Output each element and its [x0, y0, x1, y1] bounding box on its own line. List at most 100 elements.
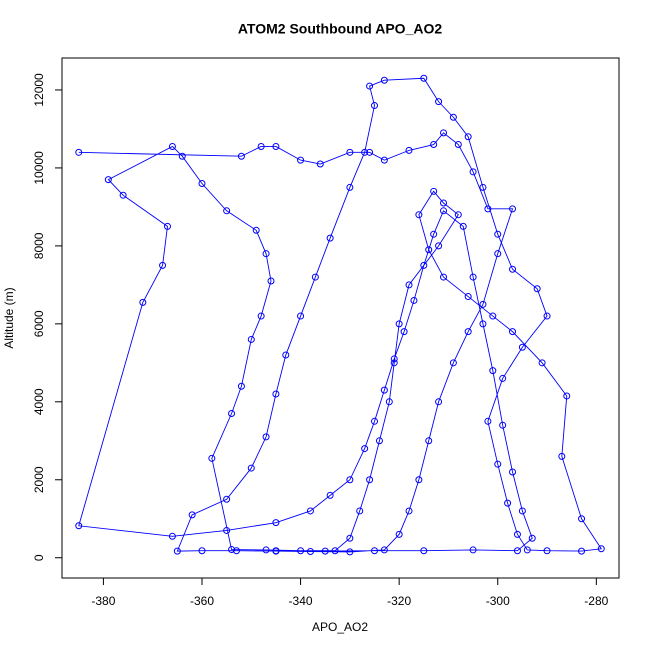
data-point — [262, 250, 270, 258]
data-point — [380, 546, 388, 554]
data-point — [499, 374, 507, 382]
data-point — [523, 546, 531, 554]
data-point — [405, 146, 413, 154]
data-point — [228, 410, 236, 418]
data-point — [385, 398, 393, 406]
data-point — [257, 142, 265, 150]
data-point — [297, 156, 305, 164]
data-point — [533, 285, 541, 293]
data-point — [178, 152, 186, 160]
data-point — [380, 76, 388, 84]
data-point — [464, 293, 472, 301]
data-point — [464, 133, 472, 141]
data-point — [499, 421, 507, 429]
y-tick-label: 8000 — [32, 232, 46, 259]
data-point — [563, 392, 571, 400]
data-point — [366, 476, 374, 484]
chart-title: ATOM2 Southbound APO_AO2 — [238, 21, 443, 37]
data-point — [400, 328, 408, 336]
data-point — [430, 230, 438, 238]
data-point — [262, 433, 270, 441]
data-point — [331, 547, 339, 555]
data-point — [163, 222, 171, 230]
data-point — [237, 382, 245, 390]
data-point — [509, 205, 517, 213]
data-point — [395, 530, 403, 538]
data-point — [223, 526, 231, 534]
data-point — [346, 183, 354, 191]
data-point — [425, 437, 433, 445]
data-point — [306, 507, 314, 515]
data-point — [272, 519, 280, 527]
data-point — [380, 386, 388, 394]
data-point — [479, 320, 487, 328]
data-point — [440, 207, 448, 215]
data-point — [504, 499, 512, 507]
x-tick-label: -360 — [190, 594, 214, 608]
data-point — [104, 176, 112, 184]
data-point — [326, 234, 334, 242]
data-point — [228, 546, 236, 554]
y-tick-label: 6000 — [32, 310, 46, 337]
data-point — [395, 320, 403, 328]
data-point — [272, 142, 280, 150]
y-tick-label: 0 — [32, 554, 46, 561]
data-point — [223, 495, 231, 503]
data-point — [449, 113, 457, 121]
data-point — [479, 183, 487, 191]
data-point — [494, 230, 502, 238]
data-point — [410, 296, 418, 304]
data-point — [247, 464, 255, 472]
data-point — [361, 445, 369, 453]
data-point — [435, 98, 443, 106]
data-point — [449, 359, 457, 367]
data-point — [469, 168, 477, 176]
data-point — [558, 452, 566, 460]
data-point — [509, 328, 517, 336]
data-point — [440, 199, 448, 207]
data-point — [430, 187, 438, 195]
data-point — [75, 522, 83, 530]
data-point — [415, 211, 423, 219]
data-point — [297, 547, 305, 555]
data-point — [538, 359, 546, 367]
data-point — [454, 141, 462, 149]
data-point — [188, 511, 196, 519]
data-point — [440, 273, 448, 281]
data-point — [484, 205, 492, 213]
data-point — [247, 335, 255, 343]
data-point — [237, 152, 245, 160]
data-point — [415, 476, 423, 484]
data-point — [173, 547, 181, 555]
data-point — [597, 545, 605, 553]
data-point — [356, 507, 364, 515]
data-point — [366, 82, 374, 90]
data-point — [405, 281, 413, 289]
data-point — [390, 355, 398, 363]
data-point — [489, 312, 497, 320]
data-point — [282, 351, 290, 359]
data-line — [78, 77, 603, 553]
data-point — [578, 515, 586, 523]
data-point — [272, 547, 280, 555]
data-point — [366, 148, 374, 156]
data-point — [346, 534, 354, 542]
data-point — [208, 454, 216, 462]
data-point — [509, 468, 517, 476]
data-point — [528, 534, 536, 542]
y-tick-label: 4000 — [32, 388, 46, 415]
y-tick-label: 10000 — [32, 151, 46, 185]
data-point — [75, 148, 83, 156]
data-point — [543, 547, 551, 555]
data-point — [232, 547, 240, 555]
data-point — [272, 390, 280, 398]
y-tick-label: 12000 — [32, 73, 46, 107]
data-point — [578, 547, 586, 555]
data-point — [518, 507, 526, 515]
x-tick-label: -320 — [387, 594, 411, 608]
y-axis-label: Altitude (m) — [2, 287, 16, 348]
data-point — [479, 300, 487, 308]
data-point — [119, 191, 127, 199]
data-point — [405, 507, 413, 515]
data-point — [306, 547, 314, 555]
